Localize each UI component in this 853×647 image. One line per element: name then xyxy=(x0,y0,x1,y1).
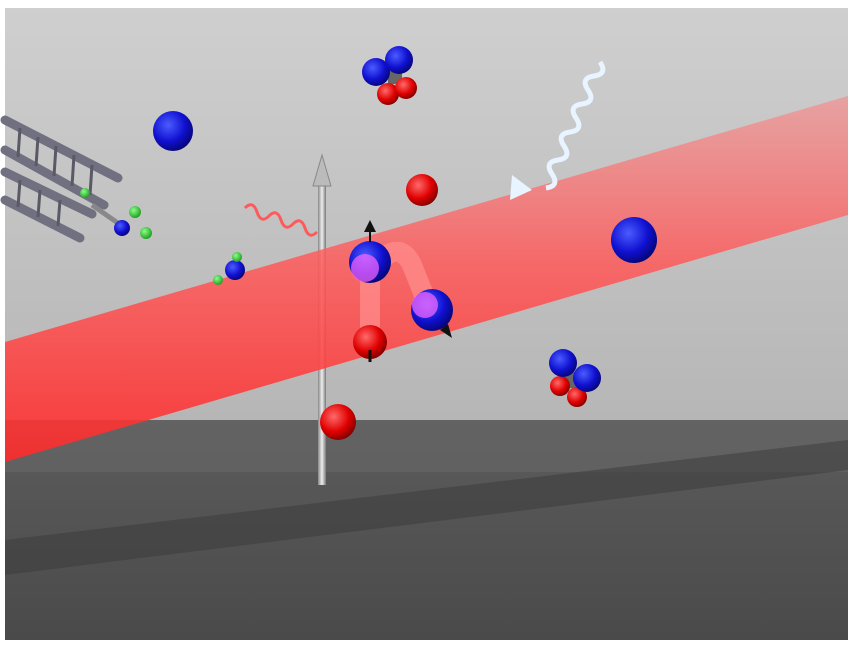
green-molecule-2 xyxy=(213,252,245,285)
white-photon xyxy=(545,60,606,191)
ladder-rungs xyxy=(16,127,94,227)
molecule xyxy=(362,46,417,105)
blue-atom xyxy=(611,217,657,263)
field-arrow-head xyxy=(312,153,332,187)
dimer xyxy=(349,220,453,362)
green-molecule xyxy=(80,188,152,239)
red-photon xyxy=(243,203,319,237)
beam-shadow xyxy=(5,440,848,575)
blue-atom xyxy=(153,111,193,151)
red-atom xyxy=(320,404,356,440)
red-atom xyxy=(406,174,438,206)
molecule xyxy=(549,349,601,407)
white-photon-head xyxy=(510,175,532,200)
